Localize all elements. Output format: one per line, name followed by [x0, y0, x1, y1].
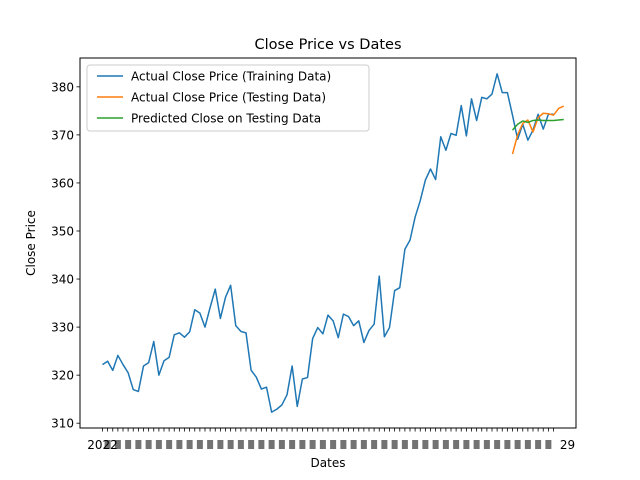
x-tick-label-overlap	[371, 440, 378, 449]
x-tick-label-overlap	[330, 440, 337, 449]
y-axis-label: Close Price	[24, 210, 38, 276]
x-tick-label-overlap	[350, 440, 357, 449]
x-tick-label-overlap	[278, 440, 285, 449]
x-tick-label-overlap	[217, 440, 224, 449]
series-line-1	[102, 73, 554, 413]
x-tick-label-overlap	[248, 440, 255, 449]
legend: Actual Close Price (Training Data) Actual…	[86, 64, 370, 132]
x-tick-label-overlap	[176, 440, 183, 449]
x-tick-label-overlap	[309, 440, 316, 449]
x-tick-label-overlap	[504, 440, 511, 449]
x-tick-label-overlap	[524, 440, 531, 449]
x-tick-label-overlap	[545, 440, 552, 449]
x-tick-label-overlap	[258, 440, 265, 449]
y-tick-label: 380	[51, 80, 74, 94]
x-tick-label-overlap	[114, 440, 121, 449]
series-lines	[102, 73, 565, 413]
x-tick-label-overlap	[453, 440, 460, 449]
x-axis-label: Dates	[311, 456, 346, 470]
x-axis-ticks: 2022 29	[87, 428, 575, 452]
x-tick-label-overlap	[514, 440, 521, 449]
x-tick-label-first: 2022	[87, 438, 118, 452]
x-tick-label-overlap	[381, 440, 388, 449]
x-tick-label-overlap	[268, 440, 275, 449]
y-tick-label: 350	[51, 224, 74, 238]
x-tick-label-overlap	[319, 440, 326, 449]
x-tick-label-overlap	[237, 440, 244, 449]
x-tick-label-overlap	[125, 440, 132, 449]
x-tick-label-overlap	[473, 440, 480, 449]
legend-label-3: Predicted Close on Testing Data	[131, 112, 321, 126]
chart-title: Close Price vs Dates	[254, 37, 401, 53]
x-tick-label-overlap	[442, 440, 449, 449]
x-tick-label-overlap	[494, 440, 501, 449]
x-tick-label-overlap	[360, 440, 367, 449]
x-tick-label-overlap	[145, 440, 152, 449]
x-tick-label-overlap	[289, 440, 296, 449]
x-tick-label-overlap	[155, 440, 162, 449]
y-tick-label: 340	[51, 273, 74, 287]
series-line-3	[511, 118, 564, 131]
x-tick-label-overlap	[186, 440, 193, 449]
x-tick-label-overlap	[104, 440, 111, 449]
legend-label-2: Actual Close Price (Testing Data)	[131, 91, 326, 105]
legend-label-1: Actual Close Price (Training Data)	[131, 70, 331, 84]
x-tick-label-last: 29	[560, 438, 575, 452]
series-line-2	[511, 105, 565, 155]
x-tick-label-overlap	[432, 440, 439, 449]
y-tick-label: 330	[51, 321, 74, 335]
x-tick-label-overlap	[227, 440, 234, 449]
x-tick-label-overlap	[463, 440, 470, 449]
x-tick-label-overlap	[535, 440, 542, 449]
x-tick-label-overlap	[340, 440, 347, 449]
y-tick-label: 360	[51, 176, 74, 190]
legend-box	[86, 64, 370, 132]
x-tick-label-overlap	[135, 440, 142, 449]
x-tick-label-overlap	[412, 440, 419, 449]
y-tick-label: 310	[51, 417, 74, 431]
x-tick-label-overlap	[483, 440, 490, 449]
y-tick-label: 320	[51, 369, 74, 383]
x-tick-label-overlap	[299, 440, 306, 449]
x-tick-label-overlap	[196, 440, 203, 449]
x-tick-label-overlap	[401, 440, 408, 449]
x-tick-label-overlap	[166, 440, 173, 449]
y-tick-label: 370	[51, 128, 74, 142]
x-tick-label-overlap	[207, 440, 214, 449]
y-axis-ticks: 310 320 330 340 350 360 370 380	[51, 80, 80, 431]
plot-area-frame	[79, 57, 577, 429]
x-tick-label-overlap	[422, 440, 429, 449]
x-tick-label-overlap	[391, 440, 398, 449]
